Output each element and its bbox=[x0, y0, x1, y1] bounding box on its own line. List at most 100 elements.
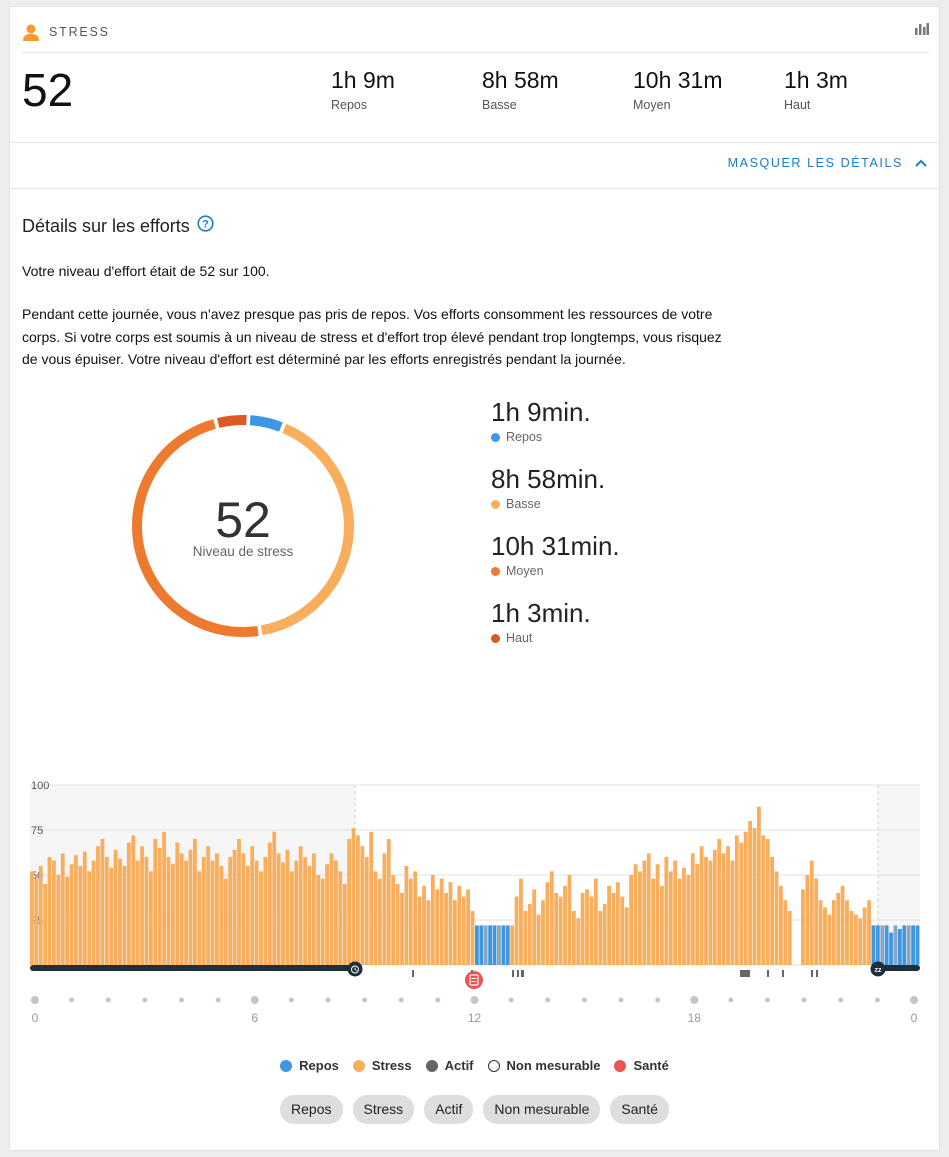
stress-bar bbox=[902, 925, 907, 965]
stress-bar bbox=[325, 864, 330, 965]
hour-dot bbox=[618, 997, 624, 1003]
hour-dot bbox=[508, 997, 514, 1003]
hour-dot bbox=[910, 996, 918, 1004]
stress-bar bbox=[122, 866, 127, 965]
stress-bar bbox=[179, 853, 184, 965]
description-line: de vous épuiser. Votre niveau d'effort e… bbox=[22, 351, 626, 367]
filter-repos-button[interactable]: Repos bbox=[280, 1095, 343, 1124]
stress-bar bbox=[228, 857, 233, 965]
filter-actif-button[interactable]: Actif bbox=[424, 1095, 474, 1124]
hide-details-toggle[interactable]: MASQUER LES DÉTAILS bbox=[728, 156, 927, 170]
stress-bar bbox=[655, 864, 660, 965]
stress-bar bbox=[514, 896, 519, 965]
legend-moyen: 10h 31min. Moyen bbox=[491, 531, 620, 578]
hour-dot bbox=[31, 996, 39, 1004]
stress-bar bbox=[677, 878, 682, 965]
stress-bar bbox=[373, 871, 378, 965]
stress-bar bbox=[444, 893, 448, 965]
stress-bar bbox=[642, 860, 647, 965]
stress-bar bbox=[501, 925, 506, 965]
hour-dot bbox=[288, 997, 294, 1003]
stress-bar bbox=[554, 893, 559, 965]
stress-bar bbox=[545, 882, 550, 965]
legend-item-repos: Repos bbox=[280, 1058, 339, 1073]
stress-bar bbox=[285, 849, 290, 965]
stress-bar bbox=[74, 855, 78, 965]
stress-bar bbox=[598, 911, 603, 965]
hour-dot bbox=[179, 997, 184, 1003]
alarm-clock-icon[interactable] bbox=[347, 961, 363, 977]
filter-sante-button[interactable]: Santé bbox=[610, 1095, 669, 1124]
hour-dot bbox=[728, 997, 734, 1003]
legend-label: Repos bbox=[299, 1058, 339, 1073]
stress-bar bbox=[571, 911, 576, 965]
stress-bar bbox=[774, 871, 779, 965]
legend-item-actif: Actif bbox=[425, 1058, 474, 1073]
stress-bar bbox=[695, 864, 700, 965]
stress-bar bbox=[422, 885, 426, 965]
effort-intro: Votre niveau d'effort était de 52 sur 10… bbox=[22, 263, 270, 279]
stress-bar bbox=[126, 842, 131, 965]
stress-bar bbox=[148, 871, 153, 965]
stress-bar bbox=[100, 839, 105, 965]
non-mesurable-dot bbox=[487, 1059, 500, 1072]
stress-bar bbox=[858, 918, 863, 965]
filter-non-mesurable-button[interactable]: Non mesurable bbox=[483, 1095, 601, 1124]
hour-dot bbox=[874, 997, 880, 1003]
stress-bar bbox=[818, 900, 823, 965]
sleep-bar bbox=[30, 965, 355, 971]
stress-bar bbox=[250, 846, 255, 965]
stress-bar bbox=[338, 871, 343, 965]
stress-bar bbox=[682, 867, 686, 965]
stat-moyen: 10h 31m Moyen bbox=[633, 67, 723, 112]
stat-basse: 8h 58m Basse bbox=[482, 67, 559, 112]
x-tick-label: 6 bbox=[251, 1011, 258, 1025]
donut-segment-repos bbox=[249, 415, 283, 432]
repos-dot bbox=[491, 432, 500, 442]
bar-chart-icon[interactable] bbox=[915, 22, 929, 40]
stress-bar bbox=[475, 925, 479, 965]
sleep-zz-icon[interactable]: zz bbox=[870, 961, 886, 977]
stress-bar bbox=[585, 889, 589, 965]
stress-bar bbox=[435, 889, 440, 965]
stress-bar bbox=[567, 875, 572, 965]
repos-dot bbox=[280, 1059, 293, 1072]
stress-bar bbox=[82, 851, 87, 965]
stress-bar bbox=[188, 849, 193, 965]
filter-pills: Repos Stress Actif Non mesurable Santé bbox=[10, 1095, 939, 1124]
stress-bar bbox=[96, 846, 100, 965]
stress-bar bbox=[638, 871, 642, 965]
stat-repos: 1h 9m Repos bbox=[331, 67, 395, 112]
stress-bar bbox=[523, 911, 528, 965]
hour-dot bbox=[655, 997, 661, 1003]
y-tick-label: 100 bbox=[31, 780, 49, 792]
stress-bar bbox=[413, 871, 418, 965]
stress-bar bbox=[611, 893, 616, 965]
stress-bar bbox=[708, 860, 713, 965]
stress-bar bbox=[801, 889, 805, 965]
stress-bar bbox=[536, 914, 541, 965]
stress-bar bbox=[748, 821, 752, 965]
stress-bar bbox=[175, 842, 180, 965]
hour-dot bbox=[362, 997, 368, 1003]
stress-bar bbox=[466, 889, 470, 965]
hour-dot bbox=[105, 997, 111, 1003]
stress-bar bbox=[259, 871, 263, 965]
stress-bar bbox=[104, 857, 109, 965]
health-event-icon[interactable] bbox=[465, 971, 483, 989]
stress-bar bbox=[461, 896, 466, 965]
chevron-up-icon bbox=[915, 156, 927, 170]
chart-legend: Repos Stress Actif Non mesurable Santé bbox=[10, 1058, 939, 1073]
hour-dot bbox=[470, 996, 479, 1004]
help-icon[interactable]: ? bbox=[197, 215, 214, 237]
stress-bar bbox=[34, 878, 39, 965]
stress-bar bbox=[140, 846, 144, 965]
activity-marker bbox=[816, 970, 818, 977]
toggle-label: MASQUER LES DÉTAILS bbox=[727, 156, 903, 170]
activity-marker bbox=[517, 970, 519, 977]
hour-dot bbox=[801, 997, 807, 1003]
stress-bar bbox=[219, 866, 224, 965]
stress-bar bbox=[272, 831, 277, 965]
stress-bar bbox=[210, 860, 215, 965]
filter-stress-button[interactable]: Stress bbox=[352, 1095, 415, 1124]
